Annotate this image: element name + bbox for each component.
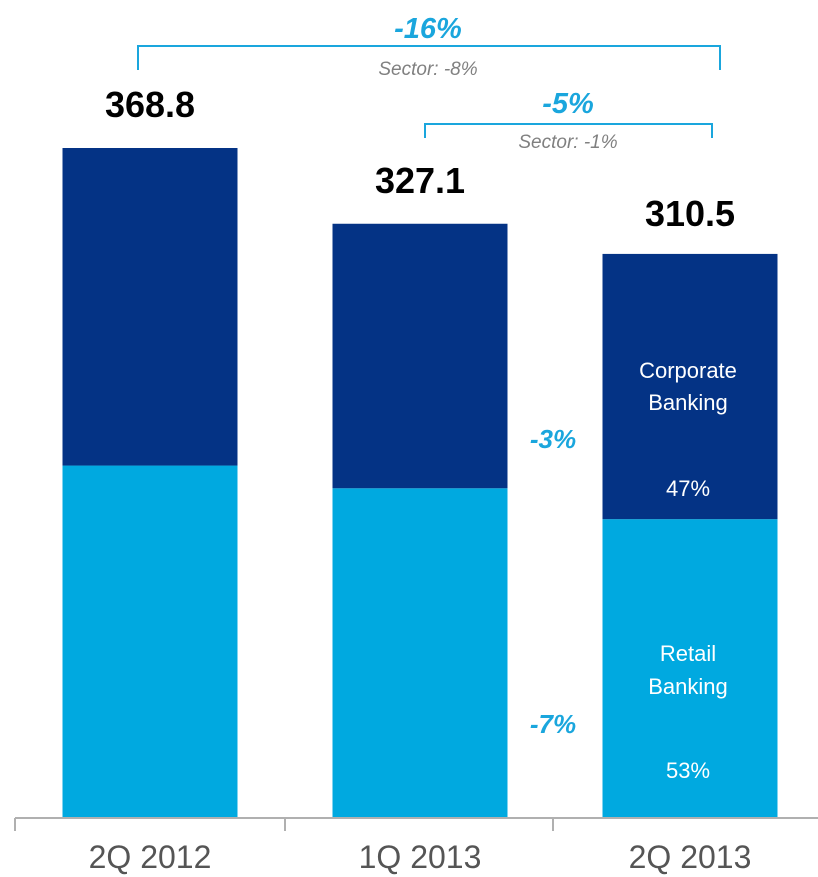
- corporate-change-label: -3%: [530, 424, 576, 454]
- change-label: -5%: [542, 88, 594, 120]
- x-tick-label: 2Q 2013: [629, 839, 752, 875]
- x-tick-label: 2Q 2012: [89, 839, 212, 875]
- bar-retail-banking: [332, 488, 508, 818]
- bar-corporate-banking: [602, 253, 778, 520]
- bar-corporate-banking: [62, 148, 238, 466]
- x-tick-label: 1Q 2013: [359, 839, 482, 875]
- total-label: 327.1: [375, 160, 465, 201]
- retail-share-label: 53%: [666, 758, 710, 783]
- bars-group: [62, 148, 778, 818]
- change-bracket: [137, 45, 721, 70]
- bar-retail-banking: [62, 465, 238, 818]
- total-label: 310.5: [645, 193, 735, 234]
- corporate-banking-label: Corporate: [639, 358, 737, 383]
- bar-retail-banking: [602, 519, 778, 818]
- retail-banking-label: Banking: [648, 674, 728, 699]
- retail-change-label: -7%: [530, 709, 576, 739]
- bar-corporate-banking: [332, 223, 508, 489]
- change-bracket: [424, 123, 713, 138]
- retail-banking-label: Retail: [660, 641, 716, 666]
- corporate-share-label: 47%: [666, 476, 710, 501]
- corporate-banking-label: Banking: [648, 390, 728, 415]
- total-label: 368.8: [105, 84, 195, 125]
- sector-change-label: Sector: -8%: [378, 59, 477, 80]
- change-label: -16%: [394, 13, 462, 45]
- sector-change-label: Sector: -1%: [518, 132, 617, 153]
